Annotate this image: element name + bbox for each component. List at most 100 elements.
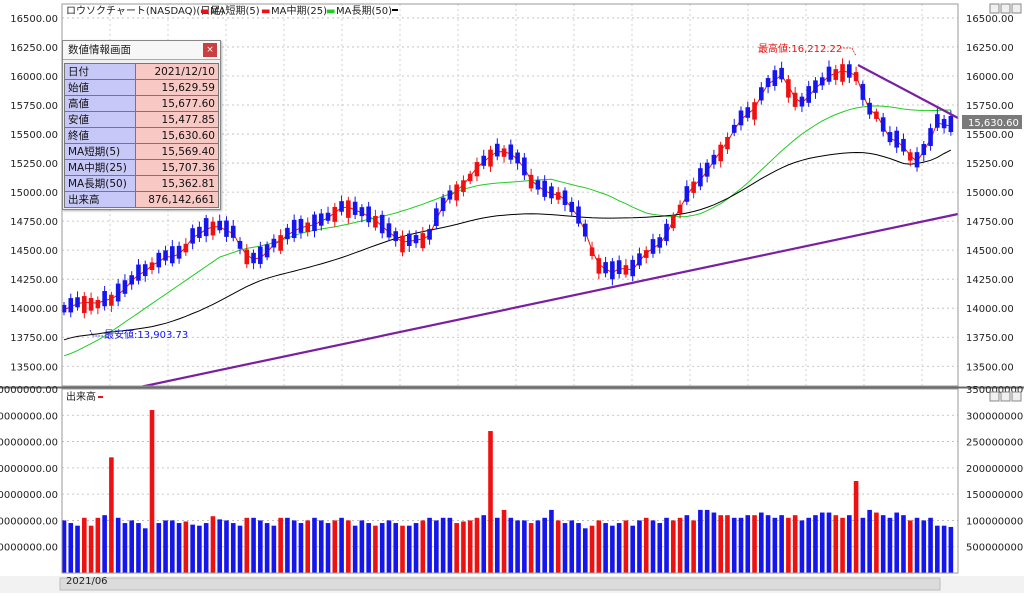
candle-down bbox=[298, 218, 304, 233]
low-price-pointer bbox=[89, 329, 103, 337]
candle-down bbox=[447, 190, 453, 200]
volume-axis-label-left: 2000000000.00 bbox=[0, 464, 58, 475]
candle-down bbox=[948, 115, 954, 133]
info-panel[interactable]: 数値情報画面 × 日付 2021/12/10 始値 15,629.59 高値 15,6… bbox=[62, 40, 221, 210]
candle-down bbox=[312, 214, 317, 232]
info-label: 出来高 bbox=[64, 191, 136, 208]
volume-bar bbox=[603, 523, 608, 573]
candle-down bbox=[759, 87, 764, 101]
price-axis-label-left: 15750.00 bbox=[10, 101, 58, 112]
candle-up bbox=[109, 294, 114, 306]
candle-down bbox=[318, 213, 324, 226]
volume-bar bbox=[684, 515, 690, 573]
volume-bar bbox=[555, 520, 561, 573]
candle-down bbox=[887, 132, 893, 143]
candle-up bbox=[400, 235, 405, 253]
info-row-ma-short: MA短期(5) 15,569.40 bbox=[64, 143, 219, 160]
ma-line bbox=[63, 105, 951, 357]
volume-bar bbox=[718, 515, 723, 573]
close-icon[interactable]: × bbox=[203, 43, 217, 57]
candle-down bbox=[819, 77, 825, 86]
info-value: 15,677.60 bbox=[135, 95, 219, 112]
info-row-date: 日付 2021/12/10 bbox=[64, 63, 219, 80]
volume-bar bbox=[461, 521, 466, 573]
volume-bar bbox=[386, 520, 392, 573]
legend-ma-long-marker: ▬ bbox=[326, 6, 335, 17]
volume-bar bbox=[373, 525, 378, 573]
candle-down bbox=[657, 237, 663, 248]
volume-bar bbox=[772, 517, 778, 573]
volume-bar bbox=[346, 520, 351, 573]
candle-up bbox=[671, 215, 676, 229]
volume-bar bbox=[488, 431, 493, 573]
volume-axis-label-right: 2500000000 bbox=[966, 438, 1024, 449]
volume-bar bbox=[759, 512, 764, 573]
info-row-volume: 出来高 876,142,661 bbox=[64, 191, 219, 208]
candle-down bbox=[386, 223, 392, 238]
candle-down bbox=[535, 180, 541, 190]
info-panel-titlebar[interactable]: 数値情報画面 × bbox=[63, 41, 220, 60]
volume-bar bbox=[197, 525, 202, 573]
volume-bar bbox=[102, 515, 107, 573]
candle-down bbox=[711, 154, 717, 165]
volume-bar bbox=[623, 520, 629, 573]
candle-up bbox=[454, 184, 459, 201]
price-axis-label-right: 14500.00 bbox=[966, 246, 1014, 257]
high-price-pointer bbox=[840, 47, 857, 57]
candle-down bbox=[434, 208, 439, 227]
minimize-pane-icon[interactable] bbox=[989, 3, 1000, 14]
volume-bar bbox=[170, 520, 175, 573]
volume-bar bbox=[901, 515, 906, 573]
price-pane-window-controls bbox=[989, 3, 1022, 14]
info-value: 15,629.59 bbox=[135, 79, 219, 96]
candle-up bbox=[833, 69, 839, 80]
candle-up bbox=[210, 221, 216, 236]
volume-bar bbox=[474, 517, 480, 573]
info-row-low: 安値 15,477.85 bbox=[64, 111, 219, 128]
volume-bar bbox=[82, 517, 87, 573]
candle-down bbox=[928, 128, 933, 146]
candle-down bbox=[271, 238, 277, 248]
maximize-pane-icon[interactable] bbox=[1000, 3, 1011, 14]
volume-close-icon[interactable] bbox=[1011, 391, 1022, 402]
volume-bar bbox=[569, 520, 575, 573]
volume-bar bbox=[711, 512, 717, 573]
volume-bar bbox=[156, 523, 162, 573]
volume-axis-label-left: 3500000000.00 bbox=[0, 385, 58, 396]
candle-down bbox=[826, 66, 832, 82]
candle-up bbox=[467, 173, 473, 182]
price-axis-label-left: 15250.00 bbox=[10, 159, 58, 170]
x-tick-label: 2021/06 bbox=[66, 576, 108, 587]
volume-bar bbox=[515, 520, 520, 573]
horizontal-scrollbar-thumb[interactable] bbox=[59, 577, 941, 591]
high-price-label: 最高値:16,212.22 bbox=[758, 42, 842, 55]
candle-up bbox=[907, 152, 913, 161]
volume-bar bbox=[339, 517, 344, 573]
candle-down bbox=[379, 214, 385, 234]
candle-down bbox=[440, 197, 446, 212]
candle-up bbox=[792, 92, 798, 107]
volume-bar bbox=[400, 525, 405, 573]
info-label: 始値 bbox=[64, 79, 136, 96]
info-label: MA短期(5) bbox=[64, 143, 136, 160]
volume-minimize-icon[interactable] bbox=[989, 391, 1000, 402]
close-pane-icon[interactable] bbox=[1011, 3, 1022, 14]
volume-bar bbox=[847, 515, 852, 573]
price-axis-label-right: 13750.00 bbox=[966, 333, 1014, 344]
volume-bar bbox=[745, 515, 751, 573]
volume-bar bbox=[907, 520, 913, 573]
volume-bar bbox=[894, 512, 900, 573]
candle-up bbox=[346, 200, 351, 218]
volume-bar bbox=[657, 523, 663, 573]
volume-maximize-icon[interactable] bbox=[1000, 391, 1011, 402]
price-axis-label-left: 16000.00 bbox=[10, 72, 58, 83]
volume-pane-frame bbox=[61, 388, 959, 574]
candle-down bbox=[941, 118, 947, 129]
candle-down bbox=[522, 157, 527, 176]
candle-down bbox=[847, 64, 852, 78]
volume-bar bbox=[115, 517, 121, 573]
volume-bar bbox=[535, 520, 541, 573]
volume-bar bbox=[305, 520, 311, 573]
candle-up bbox=[677, 204, 683, 214]
candle-down bbox=[217, 220, 223, 231]
